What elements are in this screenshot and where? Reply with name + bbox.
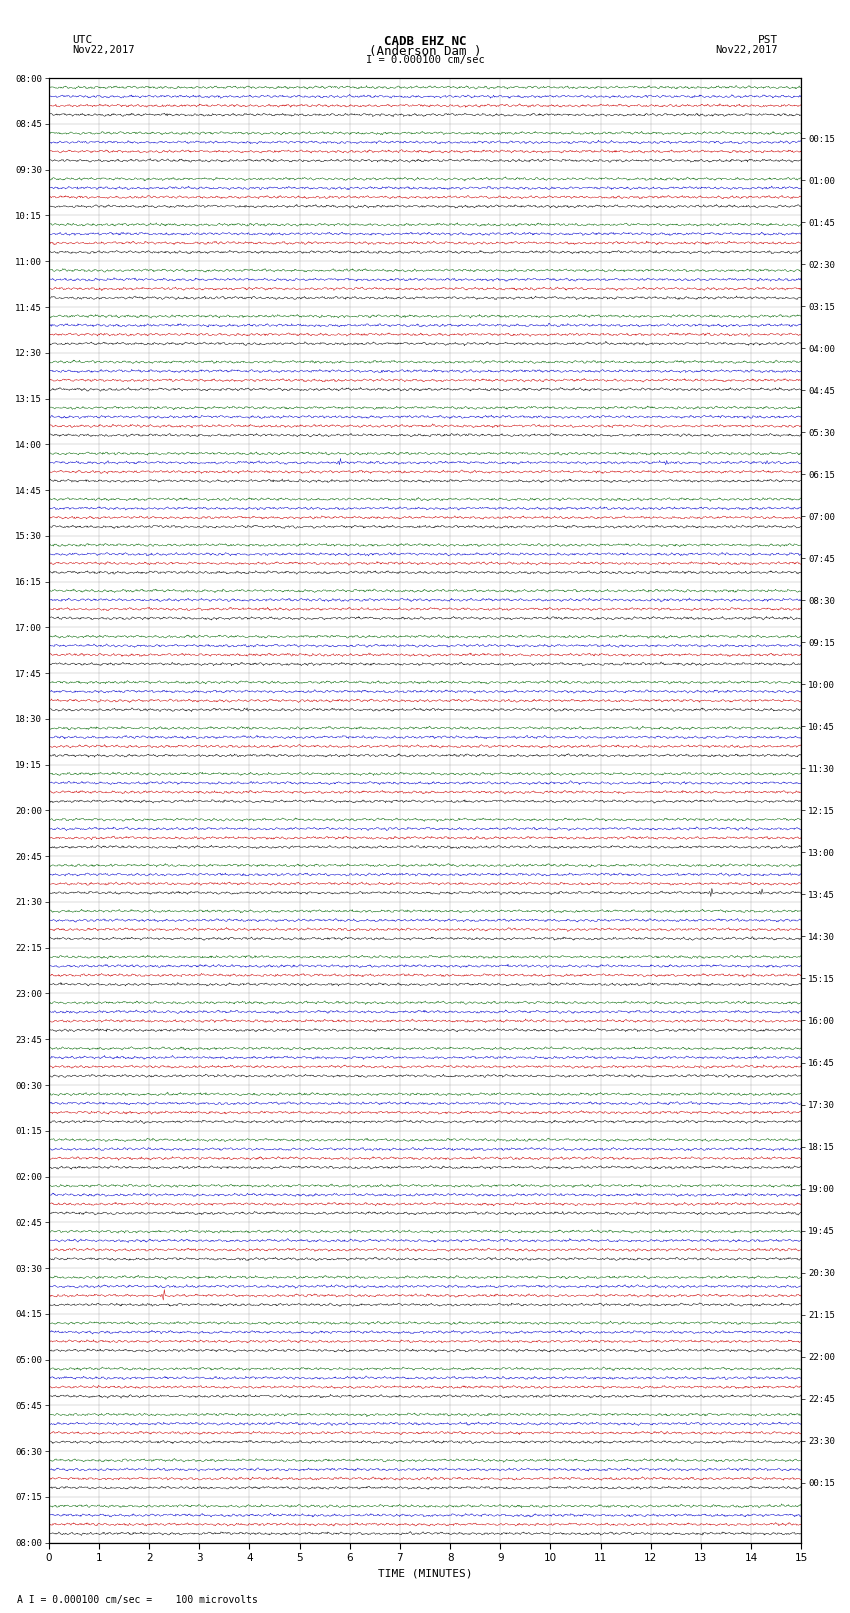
Text: PST: PST <box>757 35 778 45</box>
Text: CADB EHZ NC: CADB EHZ NC <box>383 35 467 48</box>
Text: Nov22,2017: Nov22,2017 <box>72 45 135 55</box>
Text: A I = 0.000100 cm/sec =    100 microvolts: A I = 0.000100 cm/sec = 100 microvolts <box>17 1595 258 1605</box>
Text: UTC: UTC <box>72 35 93 45</box>
X-axis label: TIME (MINUTES): TIME (MINUTES) <box>377 1569 473 1579</box>
Text: I = 0.000100 cm/sec: I = 0.000100 cm/sec <box>366 55 484 65</box>
Text: Nov22,2017: Nov22,2017 <box>715 45 778 55</box>
Text: (Anderson Dam ): (Anderson Dam ) <box>369 45 481 58</box>
